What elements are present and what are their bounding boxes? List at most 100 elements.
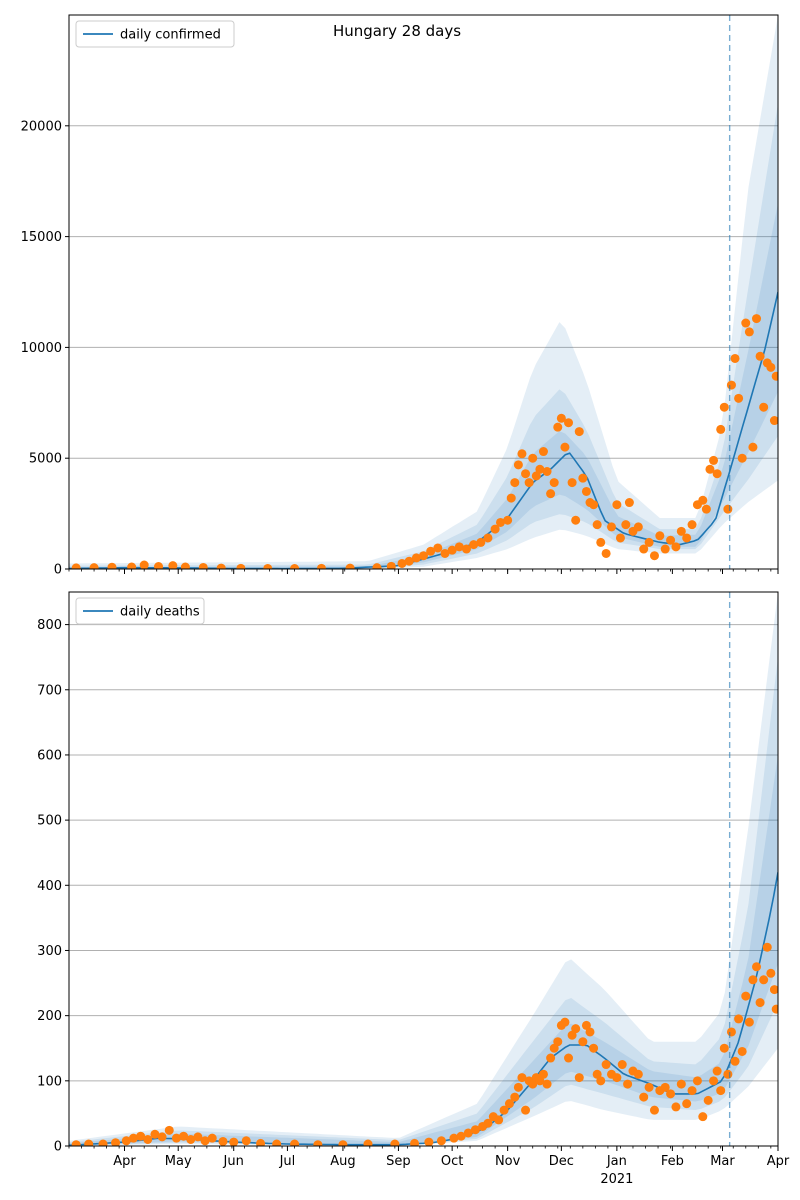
y-tick-label: 600 xyxy=(37,748,62,763)
uncertainty-band-2 xyxy=(69,657,778,1146)
data-point xyxy=(766,362,776,372)
data-point xyxy=(171,1133,181,1143)
data-point xyxy=(574,1073,584,1083)
data-point xyxy=(617,1060,627,1070)
data-point xyxy=(316,563,326,569)
data-point xyxy=(499,1105,509,1115)
data-point xyxy=(705,464,715,474)
data-point xyxy=(741,318,751,328)
x-tick-label: Jun xyxy=(223,1154,244,1169)
y-tick-label: 300 xyxy=(37,944,62,959)
data-point xyxy=(730,1056,740,1066)
data-point xyxy=(542,466,552,476)
data-point xyxy=(574,427,584,437)
data-point xyxy=(436,1136,446,1146)
data-point xyxy=(139,560,149,569)
uncertainty-band-3 xyxy=(69,754,778,1146)
data-point xyxy=(397,558,407,568)
data-point xyxy=(510,478,520,488)
data-point xyxy=(207,1133,217,1143)
data-point xyxy=(506,493,516,503)
data-point xyxy=(98,1139,108,1146)
data-point xyxy=(759,975,769,985)
x-tick-label: Sep xyxy=(386,1154,411,1169)
data-point xyxy=(709,455,719,465)
data-point xyxy=(345,563,355,569)
data-point xyxy=(676,526,686,536)
data-point xyxy=(578,1037,588,1047)
data-point xyxy=(200,1136,210,1146)
y-tick-label: 200 xyxy=(37,1009,62,1024)
data-point xyxy=(759,402,769,412)
data-point xyxy=(470,1125,480,1135)
data-point xyxy=(461,544,471,554)
data-point xyxy=(748,442,758,452)
legend-box xyxy=(75,597,205,625)
x-tick-label: Apr xyxy=(113,1154,136,1169)
data-point xyxy=(372,563,382,569)
data-point xyxy=(723,504,733,514)
data-point xyxy=(660,1082,670,1092)
data-point xyxy=(71,1140,81,1146)
data-point xyxy=(521,1105,531,1115)
data-point xyxy=(719,1043,729,1053)
data-point xyxy=(198,562,208,569)
data-point xyxy=(216,563,226,569)
data-point xyxy=(698,1112,708,1122)
data-point xyxy=(390,1139,400,1146)
data-point xyxy=(546,1053,556,1063)
data-point xyxy=(503,515,513,525)
data-point xyxy=(549,478,559,488)
data-point xyxy=(723,1069,733,1079)
data-point xyxy=(744,327,754,337)
data-point xyxy=(440,548,450,558)
data-point xyxy=(127,562,137,569)
data-point xyxy=(84,1139,94,1146)
data-point xyxy=(752,962,762,972)
data-point xyxy=(528,453,538,463)
data-point xyxy=(633,1069,643,1079)
data-point xyxy=(766,968,776,978)
data-point xyxy=(535,464,545,474)
data-point xyxy=(193,1132,203,1142)
data-point xyxy=(639,1092,649,1102)
data-point xyxy=(771,1004,778,1014)
data-point xyxy=(596,537,606,547)
plot-area xyxy=(69,592,778,1146)
data-point xyxy=(553,422,563,432)
data-point xyxy=(682,1099,692,1109)
data-point xyxy=(521,469,531,479)
data-point xyxy=(639,544,649,554)
data-point xyxy=(671,1102,681,1112)
data-point xyxy=(719,402,729,412)
data-point xyxy=(419,551,428,561)
legend-label: daily deaths xyxy=(120,605,200,620)
x-tick-label: Aug xyxy=(330,1154,355,1169)
data-point xyxy=(571,1024,581,1034)
data-point xyxy=(633,522,643,532)
data-point xyxy=(513,460,523,470)
data-point xyxy=(737,1046,747,1056)
data-point xyxy=(624,498,634,508)
data-point xyxy=(363,1139,373,1146)
data-point xyxy=(701,504,711,514)
data-point xyxy=(712,1066,722,1076)
data-point xyxy=(655,531,665,541)
data-point xyxy=(556,413,566,423)
data-point xyxy=(186,1134,196,1144)
data-point xyxy=(612,500,622,510)
data-point xyxy=(716,424,726,434)
data-point xyxy=(644,1082,654,1092)
data-point xyxy=(426,546,436,556)
legend: daily deaths xyxy=(75,597,205,625)
data-point xyxy=(483,1118,493,1128)
data-point xyxy=(730,353,740,363)
data-point xyxy=(256,1138,266,1146)
data-point xyxy=(606,522,616,532)
y-tick-label: 5000 xyxy=(29,452,62,467)
data-point xyxy=(411,553,421,563)
data-point xyxy=(703,1095,713,1105)
data-point xyxy=(410,1138,420,1146)
data-point xyxy=(404,556,414,566)
